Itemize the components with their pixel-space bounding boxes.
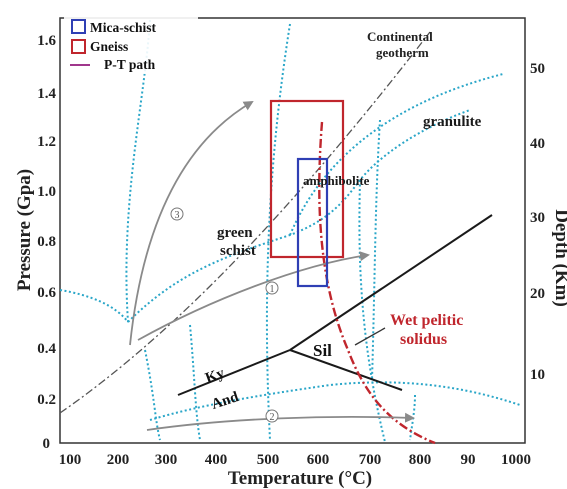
pt-path-arrows [129, 100, 415, 431]
y-left-tick: 0 [43, 436, 51, 452]
pt-path-1 [137, 251, 370, 341]
y-right-tick: 10 [530, 367, 545, 383]
gneiss-box [269, 99, 345, 259]
y-right-tick: 40 [530, 136, 545, 152]
y-left-tick: 1.6 [37, 33, 56, 49]
pt-path-markers: 3 1 2 [170, 207, 279, 423]
pt-path-3-number: 3 [175, 210, 180, 221]
y-left-tick: 0.6 [37, 285, 56, 301]
legend-background [64, 12, 198, 74]
ky-and-line [177, 349, 291, 396]
label-greenschist-1: green [217, 225, 253, 241]
x-tick: 500 [257, 452, 280, 468]
continental-geotherm-line [59, 31, 431, 414]
label-greenschist-2: schist [220, 243, 256, 259]
x-tick: 700 [359, 452, 382, 468]
legend: Mica-schist Gneiss P-T path [64, 12, 198, 74]
pt-path-2-marker [265, 409, 279, 423]
y-left-title: Pressure (Gpa) [14, 169, 35, 291]
pt-path-1-number: 1 [270, 284, 275, 295]
label-sil: Sil [313, 341, 332, 360]
y-left-tick: 1.4 [37, 86, 56, 102]
x-axis: 100 200 300 400 500 600 700 800 90 1000 [59, 452, 531, 468]
wet-pelitic-solidus-line [318, 121, 436, 445]
y-right-tick: 50 [530, 61, 545, 77]
label-and: And [210, 389, 242, 413]
plot-frame [59, 17, 526, 444]
x-tick: 1000 [501, 452, 531, 468]
mica-schist-box [296, 157, 329, 288]
y-left-tick: 1.0 [37, 184, 56, 200]
x-tick: 90 [461, 452, 476, 468]
y-left-tick: 1.2 [37, 134, 56, 150]
y-right-tick: 20 [530, 286, 545, 302]
x-tick: 300 [155, 452, 178, 468]
ky-sil-line [289, 214, 493, 351]
legend-swatch-gneiss [71, 39, 86, 54]
boundary-prehnite [189, 324, 201, 441]
pt-path-2 [146, 412, 415, 431]
legend-label-pt-path: P-T path [104, 57, 156, 72]
legend-swatch-mica-schist [71, 19, 86, 34]
boundary-greenschist-lower [127, 109, 471, 323]
y-left-tick: 0.8 [37, 234, 56, 250]
facies-boundaries [59, 19, 521, 443]
label-geotherm-2: geotherm [376, 45, 429, 60]
y-left-tick: 0.2 [37, 392, 56, 408]
y-right-axis: 10 20 30 40 50 [530, 61, 545, 383]
y-right-tick: 30 [530, 210, 545, 226]
pt-path-3 [129, 100, 254, 346]
boundary-greenschist-upper [289, 73, 504, 236]
pt-path-3-marker [170, 207, 184, 221]
y-left-axis: 0 0.2 0.4 0.6 0.8 1.0 1.2 1.4 1.6 [37, 33, 56, 452]
x-tick: 600 [307, 452, 330, 468]
pt-path-2-number: 2 [270, 412, 275, 423]
aluminosilicate-lines [177, 214, 493, 396]
label-geotherm-1: Continental [367, 29, 433, 44]
label-granulite: granulite [423, 114, 482, 130]
x-tick: 800 [409, 452, 432, 468]
x-title: Temperature (°C) [228, 468, 372, 489]
y-right-title: Depth (Km) [551, 209, 567, 307]
label-wet-solidus-1: Wet pelitic [390, 312, 463, 329]
pt-path-1-marker [265, 281, 279, 295]
x-tick: 200 [107, 452, 130, 468]
y-left-tick: 0.4 [37, 341, 56, 357]
boundary-bottom-left [144, 349, 161, 441]
x-tick: 400 [205, 452, 228, 468]
x-tick: 100 [59, 452, 82, 468]
and-sil-line [289, 349, 403, 391]
boundary-vertical-2 [358, 179, 386, 443]
label-amphibolite: amphibolite [303, 173, 370, 188]
label-ky: Ky [203, 365, 227, 387]
label-wet-solidus-2: solidus [400, 331, 447, 348]
legend-label-mica-schist: Mica-schist [90, 20, 156, 35]
boundary-left-upper [59, 289, 129, 323]
legend-label-gneiss: Gneiss [90, 39, 128, 54]
boundary-low [149, 381, 521, 421]
solidus-pointer-line [354, 327, 386, 346]
boundary-vertical-3 [371, 119, 381, 381]
